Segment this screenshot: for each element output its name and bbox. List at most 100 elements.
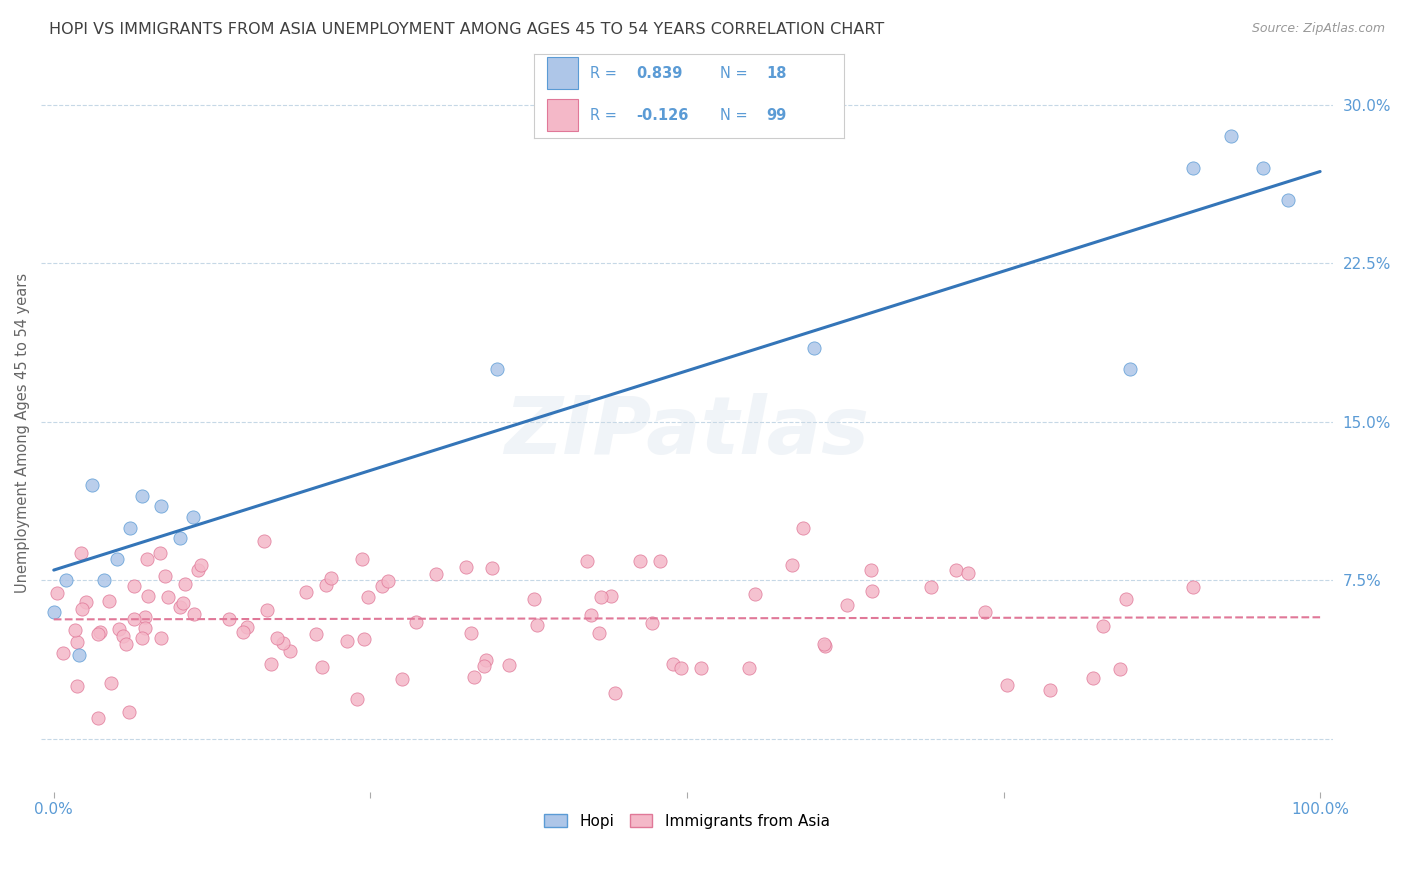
Point (135, 551, 157, 566)
Point (662, 657, 685, 672)
Point (67, 648, 90, 662)
Point (271, 636, 294, 650)
Point (256, 603, 278, 617)
Point (150, 500, 173, 514)
Point (153, 569, 176, 583)
Text: R =: R = (591, 108, 621, 123)
FancyBboxPatch shape (547, 57, 578, 89)
Point (70, 546, 93, 560)
Text: R =: R = (591, 65, 621, 80)
Point (187, 563, 209, 577)
Point (98, 594, 121, 608)
Point (579, 607, 602, 622)
Point (460, 626, 482, 640)
Text: N =: N = (720, 108, 752, 123)
Point (1182, 161, 1205, 175)
Point (690, 660, 713, 674)
Text: 18: 18 (766, 65, 787, 80)
Point (169, 599, 191, 614)
Point (174, 577, 197, 591)
Point (112, 629, 135, 643)
Point (136, 589, 159, 603)
Point (600, 589, 623, 603)
Point (80, 478, 103, 492)
Point (813, 637, 835, 651)
Point (172, 596, 194, 610)
Point (134, 610, 156, 624)
Point (66, 679, 89, 693)
Point (260, 657, 283, 671)
Point (377, 574, 399, 589)
Point (780, 558, 803, 573)
Point (957, 566, 980, 580)
Point (319, 571, 342, 585)
Point (498, 658, 520, 673)
Point (52, 646, 75, 660)
Legend: Hopi, Immigrants from Asia: Hopi, Immigrants from Asia (538, 807, 835, 835)
Point (588, 626, 610, 640)
Point (860, 583, 883, 598)
Text: ZIPatlas: ZIPatlas (505, 393, 869, 472)
Point (63, 624, 86, 638)
Point (134, 621, 156, 635)
Point (481, 561, 503, 575)
Point (1251, 161, 1274, 175)
Point (118, 705, 141, 719)
FancyBboxPatch shape (547, 99, 578, 131)
Point (311, 660, 333, 674)
Point (280, 644, 302, 658)
Point (183, 607, 205, 621)
Point (353, 632, 375, 646)
Point (1115, 591, 1137, 606)
Point (253, 533, 276, 548)
Point (295, 584, 318, 599)
Point (744, 587, 766, 601)
Point (1039, 682, 1062, 697)
Point (87, 627, 110, 641)
Point (89, 624, 111, 639)
Point (122, 612, 145, 626)
Point (181, 510, 204, 524)
Point (792, 521, 814, 535)
Y-axis label: Unemployment Among Ages 45 to 54 years: Unemployment Among Ages 45 to 54 years (15, 272, 30, 592)
Point (66, 634, 89, 648)
Point (523, 591, 546, 606)
Point (266, 632, 288, 646)
Point (945, 563, 967, 577)
Point (472, 659, 495, 673)
Point (305, 627, 328, 641)
Point (1109, 662, 1132, 676)
Point (122, 579, 145, 593)
Point (371, 579, 394, 593)
Point (425, 567, 447, 582)
Point (100, 676, 122, 690)
Text: 99: 99 (766, 108, 786, 123)
Point (169, 531, 191, 545)
Point (591, 590, 613, 604)
Text: Source: ZipAtlas.com: Source: ZipAtlas.com (1251, 22, 1385, 36)
Point (391, 672, 413, 686)
Point (315, 578, 337, 592)
Point (357, 590, 380, 604)
Point (405, 615, 427, 629)
Point (108, 623, 131, 637)
Point (463, 670, 485, 684)
Point (156, 591, 179, 605)
Point (859, 563, 882, 577)
Point (814, 639, 837, 653)
Point (42, 605, 65, 619)
Point (231, 624, 253, 639)
Point (93, 574, 115, 588)
Text: HOPI VS IMMIGRANTS FROM ASIA UNEMPLOYMENT AMONG AGES 45 TO 54 YEARS CORRELATION : HOPI VS IMMIGRANTS FROM ASIA UNEMPLOYMEN… (49, 22, 884, 37)
Point (118, 521, 141, 535)
Point (485, 362, 508, 376)
Point (628, 554, 651, 568)
Point (105, 552, 128, 566)
Point (149, 546, 172, 560)
Point (995, 678, 1018, 692)
Point (55, 574, 77, 588)
Point (1181, 580, 1204, 594)
Point (131, 631, 153, 645)
Point (475, 653, 498, 667)
Point (454, 559, 477, 574)
